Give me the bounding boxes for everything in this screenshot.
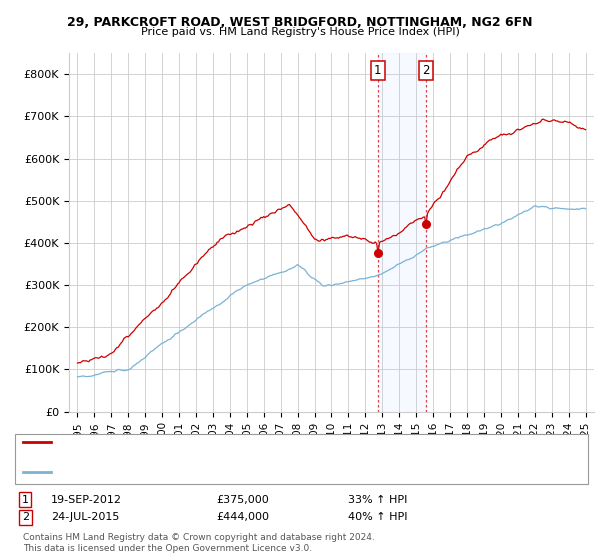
Text: 29, PARKCROFT ROAD, WEST BRIDGFORD, NOTTINGHAM, NG2 6FN (detached house): 29, PARKCROFT ROAD, WEST BRIDGFORD, NOTT…: [55, 437, 472, 447]
Text: 1: 1: [374, 64, 382, 77]
Text: Price paid vs. HM Land Registry's House Price Index (HPI): Price paid vs. HM Land Registry's House …: [140, 27, 460, 37]
Text: 40% ↑ HPI: 40% ↑ HPI: [348, 512, 407, 522]
Text: 2: 2: [422, 64, 430, 77]
Text: HPI: Average price, detached house, Rushcliffe: HPI: Average price, detached house, Rush…: [55, 466, 284, 477]
Bar: [377, 53, 425, 412]
Text: 19-SEP-2012: 19-SEP-2012: [51, 494, 122, 505]
Text: 2: 2: [22, 512, 29, 522]
Text: 33% ↑ HPI: 33% ↑ HPI: [348, 494, 407, 505]
Text: £444,000: £444,000: [216, 512, 269, 522]
Text: 29, PARKCROFT ROAD, WEST BRIDGFORD, NOTTINGHAM, NG2 6FN: 29, PARKCROFT ROAD, WEST BRIDGFORD, NOTT…: [67, 16, 533, 29]
Text: 1: 1: [22, 494, 29, 505]
Text: 24-JUL-2015: 24-JUL-2015: [51, 512, 119, 522]
Text: Contains HM Land Registry data © Crown copyright and database right 2024.
This d: Contains HM Land Registry data © Crown c…: [23, 534, 374, 553]
Text: £375,000: £375,000: [216, 494, 269, 505]
